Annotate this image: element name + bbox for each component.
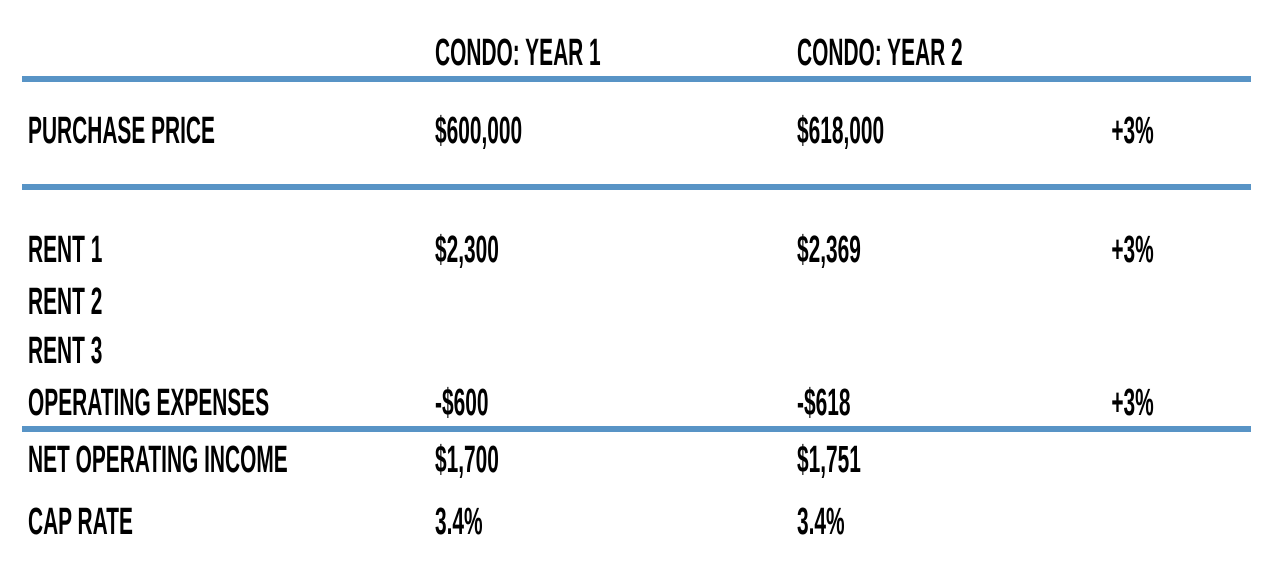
purchase-price-change-value: +3% xyxy=(1111,110,1154,152)
net-operating-income-change-value xyxy=(1060,441,1205,479)
purchase-price-year2-value: $618,000 xyxy=(797,110,885,152)
section-divider-top xyxy=(22,76,1251,82)
cap-rate-year2-value: 3.4% xyxy=(797,501,845,543)
row-label-rent-3: RENT 3 xyxy=(28,330,103,372)
cap-rate-change-value xyxy=(1060,503,1205,541)
cap-rate-year1-value: 3.4% xyxy=(435,501,483,543)
net-operating-income-year2-value: $1,751 xyxy=(797,439,861,481)
row-label-operating-expenses: OPERATING EXPENSES xyxy=(28,382,270,424)
rent-2-change-value xyxy=(1060,283,1205,321)
column-header-year1-label: CONDO: YEAR 1 xyxy=(435,32,601,74)
operating-expenses-year1-value: -$600 xyxy=(435,382,489,424)
net-operating-income-year1-value: $1,700 xyxy=(435,439,499,481)
row-label-cap-rate: CAP RATE xyxy=(28,501,133,543)
rent-1-year1-value: $2,300 xyxy=(435,229,499,271)
row-label-purchase-price: PURCHASE PRICE xyxy=(28,110,215,152)
rent-1-change-value: +3% xyxy=(1111,229,1154,271)
row-label-rent-1: RENT 1 xyxy=(28,229,103,271)
operating-expenses-change-value: +3% xyxy=(1111,382,1154,424)
section-divider-bottom xyxy=(22,426,1251,432)
rent-3-change-value xyxy=(1060,332,1205,370)
column-header-year1: CONDO: YEAR 1 xyxy=(435,34,736,72)
row-label-rent-2: RENT 2 xyxy=(28,281,103,323)
column-header-year2-label: CONDO: YEAR 2 xyxy=(797,32,963,74)
column-header-year2: CONDO: YEAR 2 xyxy=(797,34,1098,72)
purchase-price-year1-value: $600,000 xyxy=(435,110,523,152)
section-divider-middle xyxy=(22,184,1251,190)
operating-expenses-year2-value: -$618 xyxy=(797,382,851,424)
row-label-net-operating-income: NET OPERATING INCOME xyxy=(28,439,288,481)
rent-1-year2-value: $2,369 xyxy=(797,229,861,271)
